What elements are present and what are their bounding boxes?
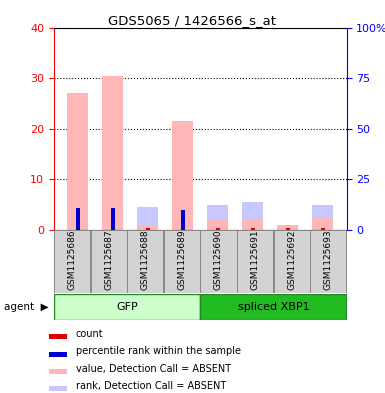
Bar [67,93,88,230]
Text: rank, Detection Call = ABSENT: rank, Detection Call = ABSENT [76,381,226,391]
Text: GFP: GFP [116,302,138,312]
Text: count: count [76,329,104,339]
Bar [321,228,325,230]
Bar [181,209,184,230]
Bar [277,225,298,230]
Bar [237,230,273,293]
Bar [251,228,254,230]
Bar [137,207,158,225]
Bar [137,225,158,230]
Text: GSM1125687: GSM1125687 [104,230,113,290]
Bar [76,208,80,230]
Bar [310,230,346,293]
Bar [273,230,310,293]
Text: GSM1125691: GSM1125691 [251,230,259,290]
Bar [286,228,290,230]
Bar [54,294,200,320]
Text: percentile rank within the sample: percentile rank within the sample [76,346,241,356]
Text: GSM1125688: GSM1125688 [141,230,150,290]
Text: GSM1125689: GSM1125689 [177,230,186,290]
Text: GSM1125692: GSM1125692 [287,230,296,290]
Bar [181,228,184,230]
Text: agent  ▶: agent ▶ [4,302,49,312]
Bar [242,202,263,220]
Bar [312,217,333,230]
Bar [90,230,127,293]
Text: GSM1125693: GSM1125693 [324,230,333,290]
Text: GSM1125690: GSM1125690 [214,230,223,290]
Bar [76,228,80,230]
Text: spliced XBP1: spliced XBP1 [238,302,309,312]
Text: GSM1125686: GSM1125686 [68,230,77,290]
Bar [111,208,115,230]
Bar [49,334,67,340]
Bar [172,121,193,230]
Bar [242,220,263,230]
Bar [200,230,237,293]
Text: GDS5065 / 1426566_s_at: GDS5065 / 1426566_s_at [109,14,276,27]
Bar [207,205,228,220]
Bar [54,230,90,293]
Text: value, Detection Call = ABSENT: value, Detection Call = ABSENT [76,364,231,374]
Bar [207,220,228,230]
Bar [49,386,67,391]
Bar [49,352,67,356]
Bar [216,228,219,230]
Bar [102,75,123,230]
Bar [146,228,150,230]
Bar [200,294,346,320]
Bar [111,228,115,230]
Bar [127,230,164,293]
Bar [312,205,333,217]
Bar [164,230,200,293]
Bar [49,369,67,374]
